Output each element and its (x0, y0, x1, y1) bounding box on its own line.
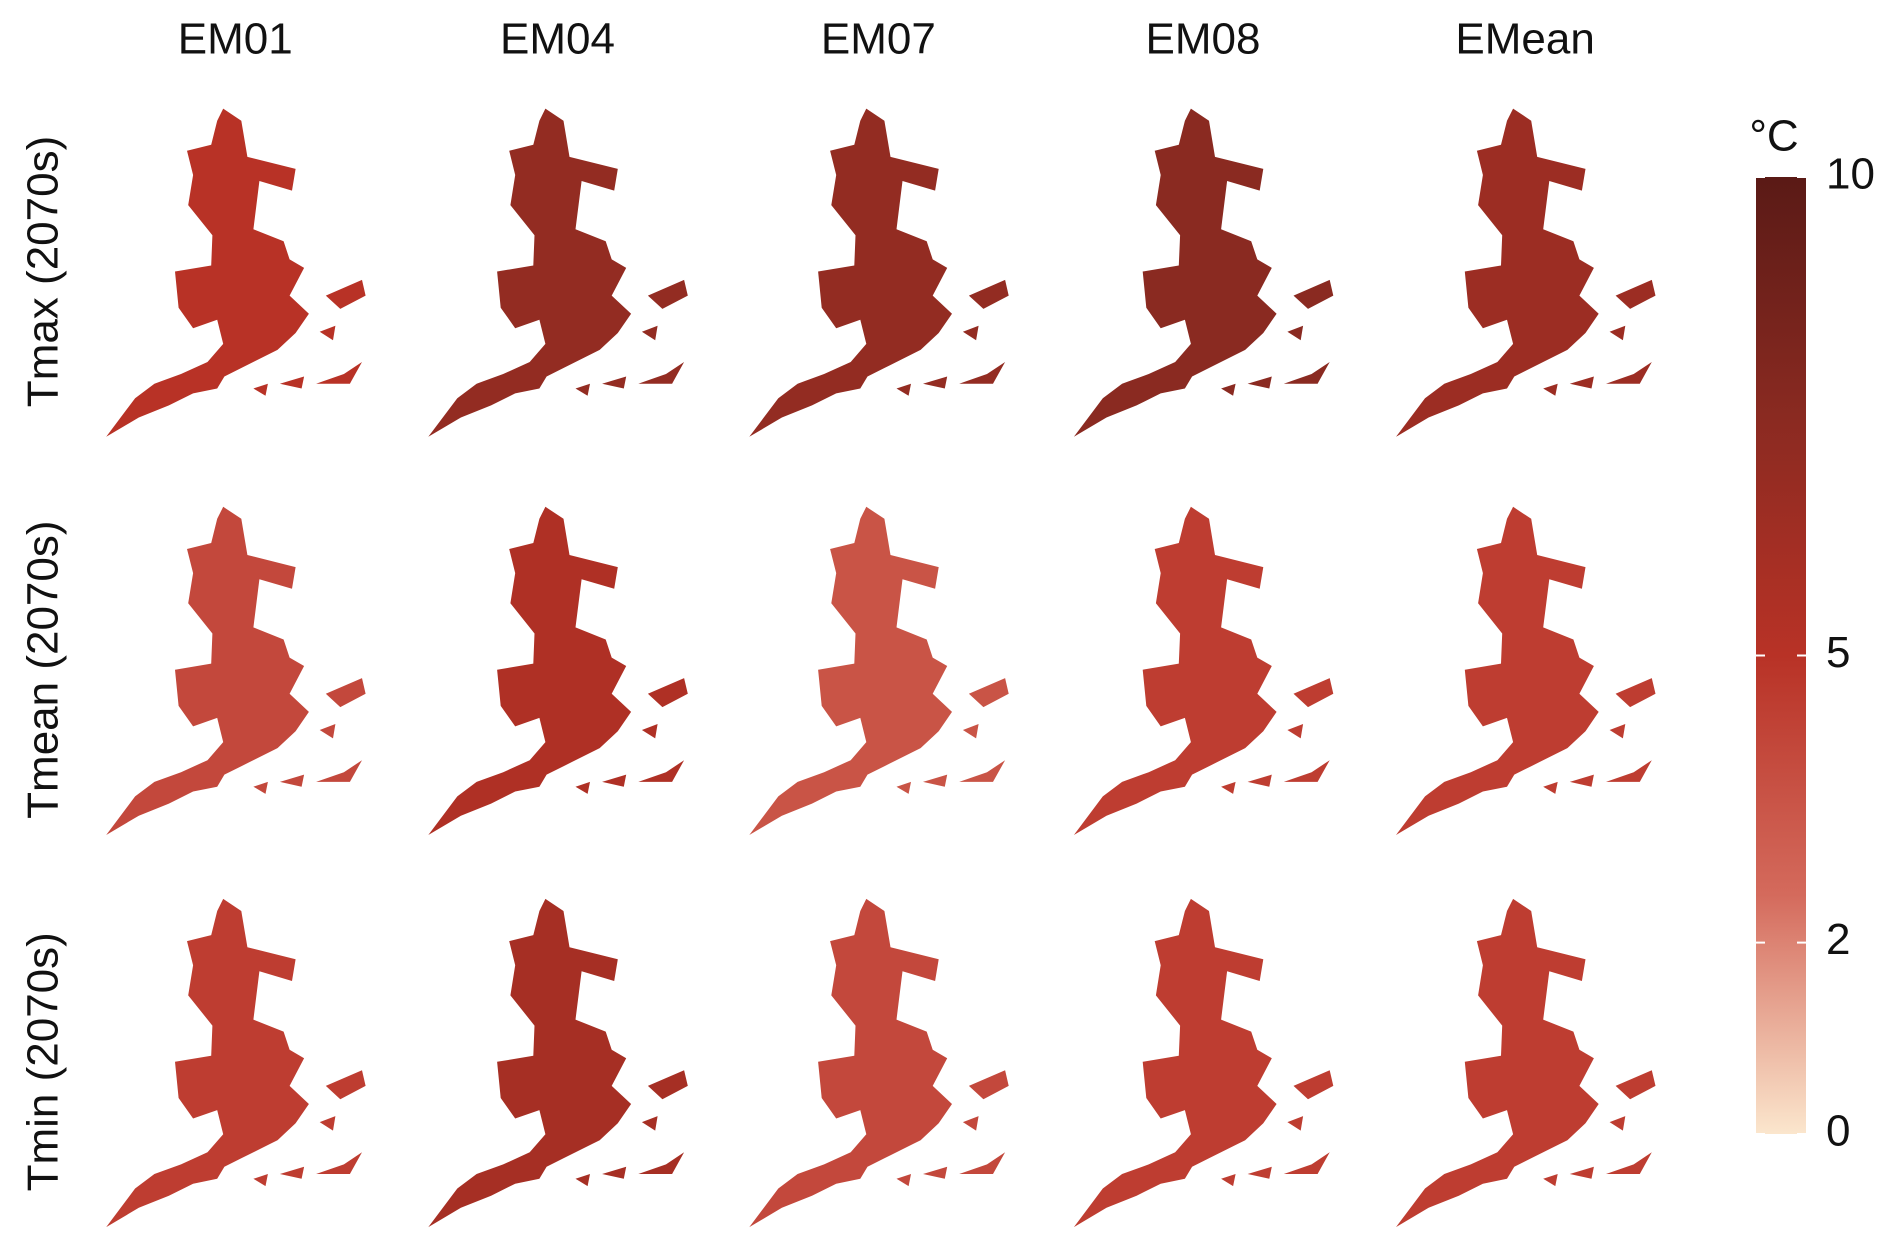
colorbar-tick-label: 5 (1826, 628, 1850, 677)
map-panel (749, 506, 1009, 835)
map-panel (1073, 898, 1334, 1228)
map-panel (428, 898, 688, 1228)
colorbar-unit: °C (1749, 112, 1798, 161)
map-panel (106, 108, 366, 437)
map-panel (1396, 108, 1656, 437)
map-panel (428, 108, 688, 437)
column-title: EM08 (1146, 15, 1261, 64)
row-title: Tmean (2070s) (19, 520, 68, 818)
map-panel (1396, 506, 1656, 835)
column-title: EMean (1455, 15, 1594, 64)
map-panel (1396, 898, 1656, 1228)
column-title: EM04 (500, 15, 615, 64)
map-panel (1073, 506, 1334, 835)
colorbar-tick-label: 2 (1826, 915, 1850, 964)
map-panel (106, 898, 366, 1228)
row-title: Tmax (2070s) (19, 136, 68, 407)
column-title: EM07 (821, 15, 936, 64)
row-title: Tmin (2070s) (19, 932, 68, 1191)
map-panel (749, 898, 1009, 1228)
colorbar-tick-label: 10 (1826, 150, 1875, 199)
colorbar-tick-label: 0 (1826, 1107, 1850, 1156)
map-panel (749, 108, 1009, 437)
map-panel (428, 506, 688, 835)
column-title: EM01 (178, 15, 293, 64)
map-panel (1073, 108, 1334, 437)
map-panel (106, 506, 366, 835)
